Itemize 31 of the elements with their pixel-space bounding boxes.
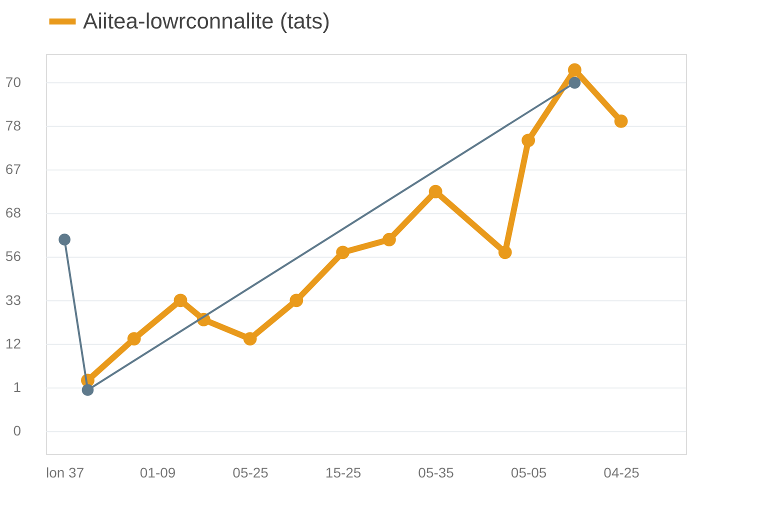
point [614,114,628,128]
text: 70 [5,74,22,90]
point [243,332,257,346]
x-tick-label: 01-09 [140,464,176,480]
point [174,294,188,308]
point [382,232,396,246]
text: 67 [5,161,22,177]
text: 12 [5,335,22,352]
x-tick-label: 15-25 [325,464,362,480]
text: 68 [5,204,22,221]
point [290,294,304,308]
text: 78 [5,117,22,134]
point [428,184,442,198]
x-tick-label: 05-35 [418,464,454,480]
x-tick-label: lon 37 [46,464,84,480]
legend-label: Aiitea-lowrconnalite (tats) [83,8,330,34]
point [568,63,582,77]
text: 33 [5,292,22,308]
x-tick-label: 05-05 [510,464,547,480]
x-tick-label: 05-25 [232,464,269,480]
point [522,134,536,148]
point [82,384,94,396]
point [336,246,350,260]
point [568,76,581,89]
point [58,234,70,246]
text: 56 [5,248,22,264]
point [498,246,512,260]
text: 0 [13,422,22,439]
point [127,332,141,346]
text: 1 [13,379,22,395]
x-tick-label: 04-25 [604,464,640,480]
